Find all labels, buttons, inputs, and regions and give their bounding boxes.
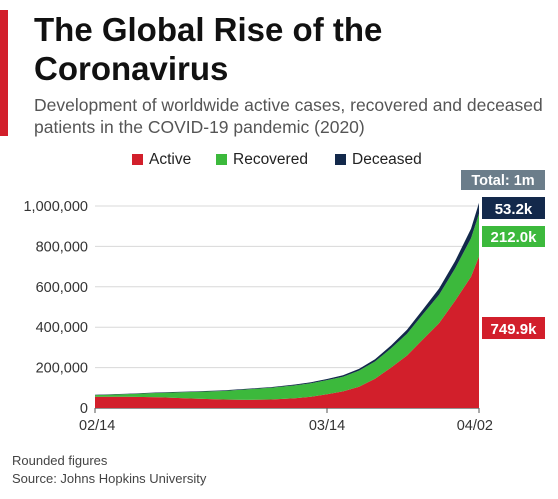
y-tick-label: 800,000 [36, 239, 88, 255]
recovered-end-label: 212.0k [491, 229, 538, 246]
x-tick-label: 03/14 [309, 418, 345, 434]
y-tick-label: 200,000 [36, 361, 88, 377]
deceased-end-badge [482, 197, 545, 219]
legend-label-recovered: Recovered [233, 151, 308, 168]
deceased-end-label: 53.2k [495, 201, 533, 218]
legend-label-deceased: Deceased [352, 151, 422, 168]
y-tick-label: 400,000 [36, 320, 88, 336]
chart-title: The Global Rise of the Coronavirus [34, 11, 383, 87]
accent-bar [0, 10, 8, 136]
footer: Rounded figures Source: Johns Hopkins Un… [12, 452, 206, 488]
x-tick-label: 04/02 [457, 418, 493, 434]
footer-note: Rounded figures [12, 453, 108, 468]
chart-area: 0 200,000 400,000 600,000 800,000 1,000,000 02… [23, 151, 545, 434]
y-tick-label: 0 [80, 401, 88, 417]
legend-swatch-deceased [335, 154, 346, 165]
area-active [95, 256, 479, 408]
footer-source: Source: Johns Hopkins University [12, 471, 207, 486]
recovered-end-badge [482, 226, 545, 247]
legend-swatch-recovered [216, 154, 227, 165]
y-tick-label: 600,000 [36, 280, 88, 296]
active-end-badge [482, 317, 545, 339]
active-end-label: 749.9k [491, 321, 538, 338]
x-tick-label: 02/14 [79, 418, 115, 434]
total-badge [461, 170, 545, 190]
y-tick-label: 1,000,000 [23, 199, 88, 215]
chart-subtitle: Development of worldwide active cases, r… [34, 95, 543, 137]
total-label: Total: 1m [471, 173, 534, 189]
legend-label-active: Active [149, 151, 191, 168]
legend-swatch-active [132, 154, 143, 165]
